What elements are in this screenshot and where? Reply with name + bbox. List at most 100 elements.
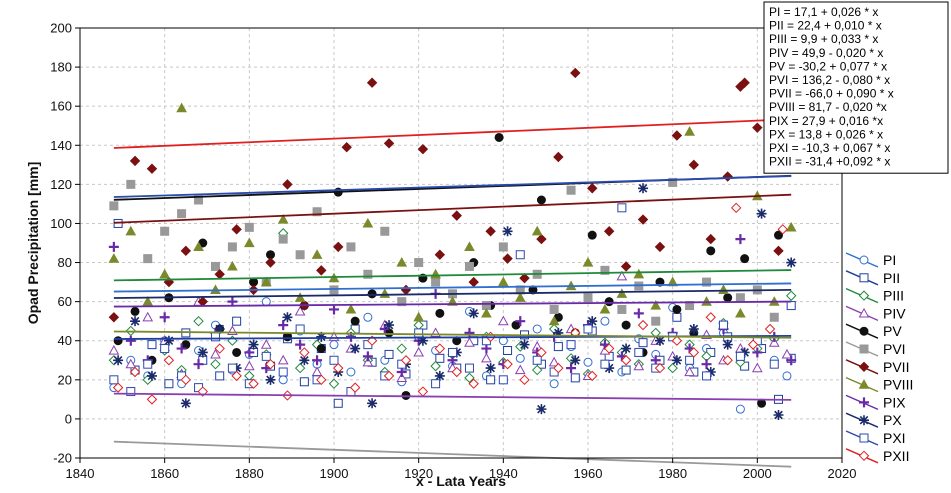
data-point <box>735 351 745 361</box>
data-point <box>451 366 462 378</box>
data-point <box>176 102 187 113</box>
data-point <box>214 324 225 334</box>
x-tick-label: 1860 <box>150 466 179 481</box>
data-point <box>785 290 797 301</box>
data-point <box>553 342 563 352</box>
data-point <box>146 163 158 174</box>
data-points <box>108 67 797 420</box>
data-point <box>414 258 424 268</box>
data-point <box>417 143 429 155</box>
data-point <box>604 297 614 307</box>
x-tick-label: 1900 <box>320 466 349 481</box>
y-tick-label: 180 <box>50 60 72 75</box>
data-point <box>722 339 733 350</box>
data-point <box>210 332 220 342</box>
data-point <box>718 284 729 295</box>
data-point <box>146 394 158 405</box>
data-point <box>350 316 360 326</box>
data-point <box>735 293 745 303</box>
legend-entry-piii: PIII <box>845 288 904 304</box>
data-point <box>312 355 323 366</box>
data-point <box>786 355 797 366</box>
data-point <box>113 336 123 346</box>
data-point <box>180 398 191 409</box>
data-point <box>751 362 763 373</box>
x-tick-label: 1960 <box>574 466 603 481</box>
data-point <box>210 261 220 271</box>
data-point <box>769 312 779 322</box>
data-point <box>616 288 628 298</box>
data-point <box>718 320 728 330</box>
data-point <box>400 355 412 366</box>
series-pii <box>113 218 796 408</box>
data-point <box>159 268 171 279</box>
data-point <box>497 276 509 287</box>
data-point <box>600 359 610 369</box>
legend-entry-pvii: PVII <box>845 359 909 375</box>
data-point <box>531 225 543 236</box>
data-point <box>777 224 788 235</box>
legend-entry-pii: PII <box>845 270 900 286</box>
y-tick-label: 40 <box>58 333 72 348</box>
data-point <box>774 230 783 240</box>
legend-label: PVI <box>883 341 906 357</box>
data-point <box>363 269 373 279</box>
trend-line-pxii <box>113 118 792 149</box>
data-point <box>650 300 662 310</box>
legend-entry-pi: PI <box>845 252 896 268</box>
data-point <box>481 307 492 318</box>
data-point <box>294 362 306 374</box>
data-point <box>735 307 746 318</box>
equation-text: PXI = -10,3 + 0,067 * x <box>769 141 890 155</box>
data-point <box>566 185 576 195</box>
data-point <box>316 344 326 354</box>
equation-text: PII = 22,4 + 0,010 * x <box>769 19 882 33</box>
data-point <box>752 347 763 358</box>
data-point <box>616 270 628 281</box>
data-point <box>333 398 343 408</box>
data-point <box>362 351 373 362</box>
data-point <box>494 132 504 142</box>
data-point <box>553 151 564 163</box>
data-point <box>514 364 526 375</box>
data-point <box>311 366 323 377</box>
legend-label: PXII <box>883 448 909 464</box>
data-point <box>214 343 225 354</box>
data-point <box>621 365 631 375</box>
data-point <box>702 371 712 381</box>
data-point <box>193 359 204 370</box>
data-point <box>383 370 395 382</box>
data-point <box>566 340 576 350</box>
legend-label: PI <box>883 252 896 268</box>
data-point <box>515 250 525 260</box>
data-point <box>582 257 594 267</box>
axis-ticks: 1840 1860 1880 1900 1920 1940 1960 1980 2000 2020… <box>50 21 856 482</box>
data-point <box>621 320 631 330</box>
legend-marker <box>859 255 869 265</box>
data-point <box>260 339 272 349</box>
data-point <box>160 344 170 354</box>
data-point <box>603 343 615 354</box>
x-tick-label: 1940 <box>489 466 518 481</box>
data-point <box>786 301 796 311</box>
data-point <box>464 241 475 252</box>
data-point <box>299 377 309 387</box>
legend-marker <box>858 379 870 389</box>
data-point <box>413 346 425 357</box>
y-tick-label: 120 <box>50 177 72 192</box>
data-point <box>633 360 645 371</box>
data-point <box>232 316 242 326</box>
data-point <box>129 366 141 378</box>
legend-label: PX <box>883 412 902 428</box>
data-point <box>434 370 445 381</box>
data-point <box>295 339 306 350</box>
data-point <box>785 221 797 232</box>
data-point <box>730 202 742 214</box>
legend-marker <box>859 344 869 354</box>
data-point <box>294 292 306 302</box>
data-point <box>566 363 577 374</box>
x-tick-label: 1840 <box>66 466 95 481</box>
data-point <box>620 261 632 272</box>
data-point <box>587 316 598 327</box>
